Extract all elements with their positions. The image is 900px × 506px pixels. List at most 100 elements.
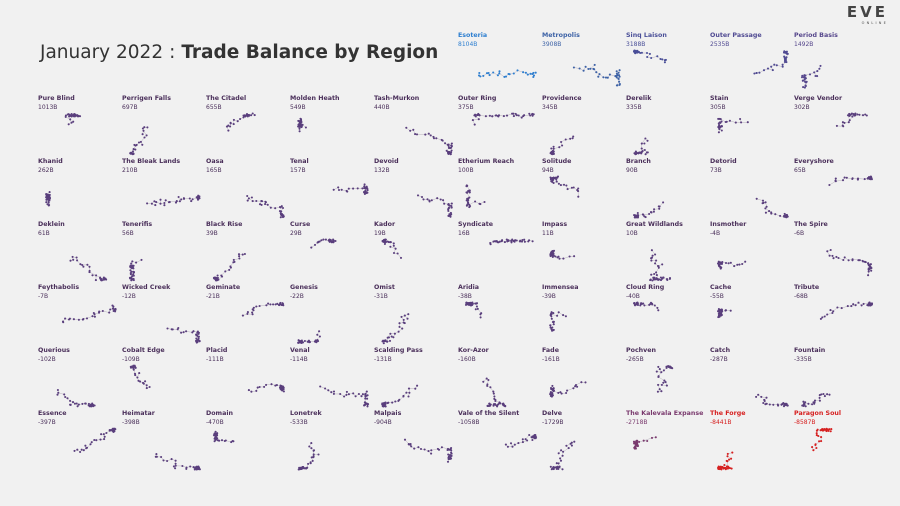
region-name: Solitude — [542, 158, 572, 165]
system-node — [615, 74, 618, 77]
region-value: -39B — [542, 293, 556, 300]
system-node — [572, 66, 575, 69]
region-cell: Pure Blind 1013B — [38, 95, 120, 157]
system-node — [508, 73, 511, 76]
region-value: -1729B — [542, 419, 564, 426]
region-cell: Metropolis 3908B — [542, 32, 624, 94]
region-map — [464, 301, 483, 319]
system-node — [663, 379, 666, 382]
system-node — [569, 442, 572, 445]
region-value: -397B — [38, 419, 56, 426]
system-node — [654, 262, 657, 265]
system-node — [826, 250, 829, 253]
region-cell: Catch -287B — [710, 347, 792, 409]
system-node — [274, 303, 277, 306]
region-name: Pochven — [626, 347, 657, 354]
system-node — [829, 430, 832, 433]
system-node — [813, 399, 817, 402]
system-node — [634, 214, 637, 217]
system-node — [251, 308, 254, 311]
region-name: Black Rise — [206, 221, 243, 228]
system-node — [265, 304, 268, 307]
system-node — [561, 468, 564, 471]
region-map — [482, 377, 507, 408]
system-node — [653, 272, 656, 276]
system-node — [309, 462, 312, 465]
system-node — [447, 214, 450, 217]
system-node — [646, 439, 649, 443]
system-node — [550, 180, 553, 183]
system-node — [403, 314, 406, 317]
region-edge — [441, 447, 449, 450]
system-node — [781, 65, 784, 68]
region-cell: Essence -397B — [38, 410, 120, 472]
system-node — [246, 199, 249, 202]
system-node — [214, 430, 217, 433]
region-name: Insmother — [710, 221, 747, 228]
system-node — [429, 134, 432, 137]
region-name: Esoteria — [458, 32, 488, 39]
system-node — [84, 402, 87, 405]
system-node — [804, 401, 807, 404]
system-node — [818, 67, 821, 70]
system-node — [576, 385, 579, 388]
system-node — [473, 114, 476, 117]
system-node — [57, 391, 60, 394]
system-node — [650, 249, 653, 252]
system-node — [760, 395, 763, 398]
system-node — [255, 389, 258, 392]
system-node — [522, 71, 525, 74]
system-node — [523, 240, 526, 243]
system-node — [584, 381, 587, 384]
system-node — [598, 73, 601, 76]
system-node — [655, 370, 658, 373]
region-cell: Tenal 157B — [290, 158, 372, 220]
system-node — [560, 449, 563, 452]
region-map — [69, 255, 108, 282]
system-node — [386, 402, 389, 405]
system-node — [450, 149, 453, 152]
system-node — [144, 380, 147, 383]
region-cell: Sinq Laison 3188B — [626, 32, 708, 94]
system-node — [238, 255, 241, 258]
system-node — [566, 389, 569, 392]
system-node — [64, 395, 67, 399]
system-node — [662, 381, 665, 384]
region-cell: Deklein 61B — [38, 221, 120, 283]
system-node — [450, 204, 453, 208]
system-node — [197, 195, 200, 198]
system-node — [656, 390, 659, 393]
system-node — [401, 327, 404, 330]
system-node — [141, 127, 144, 130]
system-node — [615, 70, 618, 73]
system-node — [484, 115, 487, 118]
region-cell: Providence 345B — [542, 95, 624, 157]
system-node — [831, 254, 834, 257]
system-node — [252, 306, 255, 309]
region-edge — [857, 178, 865, 180]
system-node — [836, 306, 839, 309]
system-node — [633, 49, 637, 53]
system-node — [720, 308, 723, 311]
system-node — [185, 330, 188, 333]
system-node — [163, 201, 166, 205]
system-node — [337, 188, 341, 192]
system-node — [467, 302, 470, 305]
region-cell: Malpais -904B — [374, 410, 456, 472]
system-node — [725, 459, 728, 462]
region-name: Cobalt Edge — [122, 347, 165, 354]
system-node — [657, 205, 660, 208]
region-map — [549, 175, 580, 198]
system-node — [471, 301, 474, 304]
region-map — [549, 381, 587, 398]
system-node — [129, 266, 132, 269]
system-node — [298, 119, 301, 123]
system-node — [763, 398, 766, 401]
system-node — [634, 442, 637, 445]
system-node — [615, 72, 618, 75]
system-node — [555, 180, 558, 183]
region-edge — [841, 305, 848, 309]
system-node — [416, 194, 420, 197]
system-node — [420, 195, 424, 199]
system-node — [316, 333, 319, 336]
